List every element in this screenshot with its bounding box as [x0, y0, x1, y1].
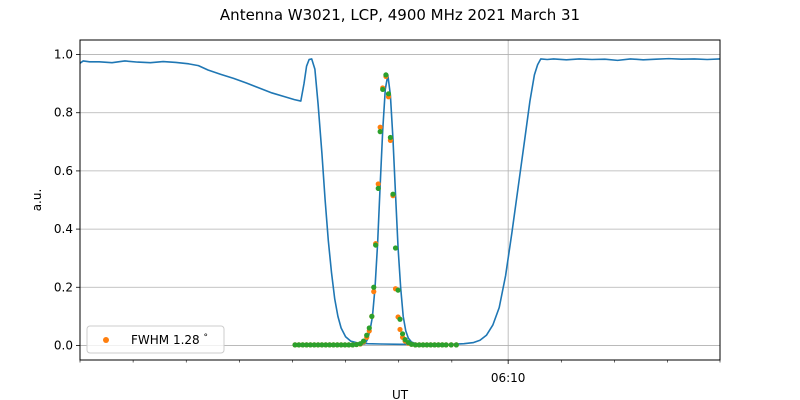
sample-point — [330, 342, 337, 348]
legend: FWHM 1.28 ° — [86, 325, 225, 354]
sample-point — [399, 331, 406, 337]
y-tick-label: 0.6 — [54, 164, 73, 178]
y-axis-label: a.u. — [30, 189, 44, 212]
fit-point — [371, 289, 377, 295]
plot-frame — [79, 39, 721, 361]
sample-point — [380, 86, 386, 93]
sample-point — [424, 342, 430, 348]
fit-point — [377, 124, 383, 130]
sample-point — [428, 342, 434, 348]
fit-point — [397, 326, 403, 333]
sample-point — [350, 342, 356, 348]
sample-point — [327, 342, 333, 348]
y-axis: 0.0 0.2 0.4 0.6 0.8 1.0 — [54, 48, 80, 352]
y-tick-label: 0.2 — [54, 280, 73, 294]
sample-point — [392, 245, 399, 251]
sample-point — [307, 342, 313, 348]
chart-title: Antenna W3021, LCP, 4900 MHz 2021 March … — [220, 6, 580, 24]
sample-point — [319, 342, 325, 348]
sample-point — [303, 342, 310, 348]
sample-point — [342, 342, 348, 348]
sample-point — [443, 342, 449, 348]
sample-point — [360, 338, 367, 344]
sample-point — [292, 342, 298, 348]
sample-point — [375, 185, 381, 191]
legend-box — [86, 325, 225, 354]
sample-point — [300, 342, 306, 348]
legend-marker-fwhm — [103, 337, 109, 343]
sample-point — [397, 316, 403, 322]
y-tick-label: 0.4 — [54, 222, 73, 236]
sample-point — [439, 342, 445, 348]
plot-area — [79, 39, 721, 361]
sample-point — [377, 129, 383, 135]
series-layer — [79, 57, 721, 348]
x-axis: 06:10 — [79, 360, 721, 385]
sample-point — [431, 342, 438, 348]
measured-line — [79, 57, 721, 346]
sample-point — [390, 191, 396, 197]
y-tick-label: 1.0 — [54, 48, 73, 62]
sample-point — [296, 342, 302, 348]
sample-point — [448, 342, 454, 348]
sample-point — [334, 342, 340, 348]
sample-point — [412, 342, 418, 348]
x-tick-label: 06:10 — [491, 371, 526, 385]
sample-point — [369, 313, 375, 319]
sample-point — [323, 342, 329, 348]
sample-point — [371, 284, 377, 290]
sample-point — [420, 342, 426, 348]
sample-point — [416, 342, 422, 348]
fit-point — [375, 181, 381, 187]
sample-point — [435, 342, 441, 348]
sample-point — [408, 341, 415, 347]
sample-point — [383, 72, 389, 78]
sample-point — [338, 342, 344, 348]
y-tick-label: 0.8 — [54, 106, 73, 120]
legend-degree: ° — [204, 333, 209, 343]
sample-point — [346, 342, 352, 348]
y-tick-label: 0.0 — [54, 338, 73, 352]
legend-label-fwhm: FWHM 1.28 ° — [131, 333, 208, 347]
sample-point — [395, 287, 401, 293]
sample-point — [311, 342, 317, 348]
legend-text: FWHM 1.28 — [131, 333, 200, 347]
sample-point — [385, 91, 392, 97]
sample-point — [387, 134, 393, 141]
sample-point — [366, 325, 372, 331]
x-axis-label: UT — [392, 388, 409, 400]
sample-point — [373, 242, 379, 248]
sample-point — [315, 342, 321, 348]
sample-point — [364, 332, 370, 338]
sample-point — [453, 342, 459, 348]
